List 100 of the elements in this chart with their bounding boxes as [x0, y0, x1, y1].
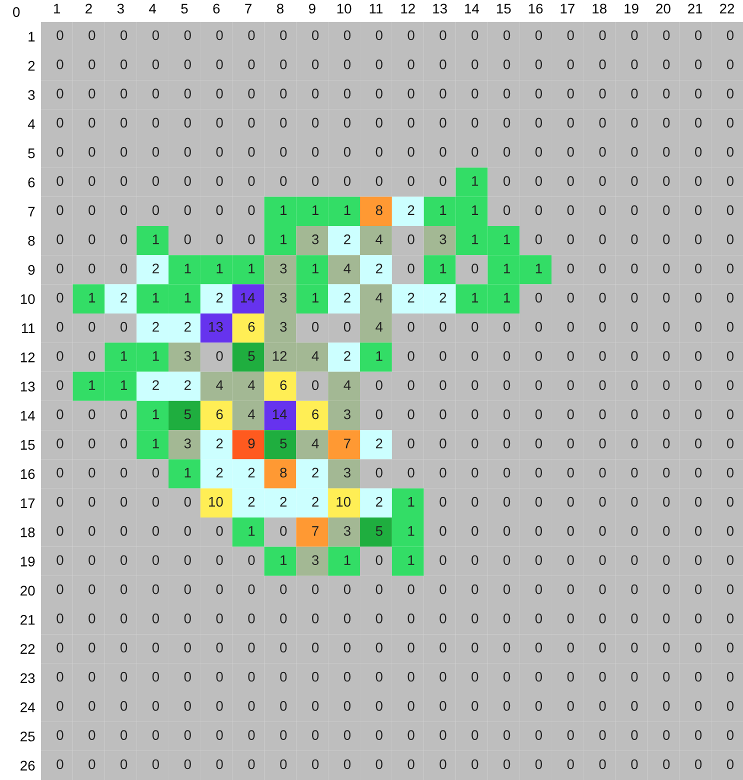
data-label: 1 [472, 205, 478, 215]
data-label: 0 [56, 205, 64, 216]
x-tick-label: 14 [465, 4, 480, 14]
data-label: 0 [726, 59, 734, 70]
data-label: 0 [503, 30, 510, 40]
data-label: 5 [376, 526, 382, 536]
data-label: 1 [216, 264, 223, 274]
data-label: 0 [599, 409, 606, 420]
data-label: 10 [336, 496, 351, 507]
data-label: 0 [599, 88, 606, 98]
x-tick-label: 3 [117, 4, 124, 14]
data-label: 0 [631, 88, 638, 98]
data-label: 0 [248, 176, 255, 186]
data-label: 0 [694, 409, 702, 420]
data-label: 0 [376, 584, 382, 594]
data-label: 0 [599, 614, 606, 624]
data-label: 0 [535, 700, 542, 711]
data-label: 0 [216, 205, 223, 216]
data-label: 0 [120, 409, 128, 420]
data-label: 0 [56, 496, 64, 507]
data-label: 0 [88, 322, 96, 332]
data-label: 0 [503, 118, 510, 128]
data-label: 1 [121, 351, 127, 361]
data-label: 0 [440, 438, 446, 448]
data-label: 0 [280, 176, 287, 186]
y-tick-label: 15 [20, 440, 35, 450]
data-label: 0 [440, 176, 446, 186]
y-tick-label: 13 [20, 382, 35, 392]
data-label: 0 [440, 759, 446, 770]
data-label: 0 [152, 205, 160, 216]
data-label: 0 [376, 642, 382, 653]
data-label: 0 [152, 496, 160, 507]
data-label: 0 [120, 118, 128, 128]
data-label: 0 [152, 759, 160, 770]
data-label: 0 [663, 292, 670, 303]
data-label: 0 [312, 146, 319, 157]
y-tick-label: 2 [28, 60, 35, 71]
data-label: 0 [472, 59, 478, 70]
data-label: 0 [56, 234, 64, 244]
data-label: 0 [694, 526, 702, 536]
data-label: 0 [663, 614, 670, 624]
data-label: 0 [120, 700, 128, 711]
data-label: 3 [184, 351, 191, 361]
data-label: 0 [599, 496, 606, 507]
data-label: 0 [280, 700, 287, 711]
data-label: 1 [472, 292, 478, 302]
data-label: 0 [535, 205, 542, 216]
data-label: 0 [726, 146, 734, 157]
data-label: 0 [88, 759, 96, 770]
data-label: 0 [216, 555, 223, 566]
x-tick-label: 15 [496, 4, 511, 14]
data-label: 0 [376, 59, 382, 70]
data-label: 0 [726, 351, 734, 361]
data-label: 0 [376, 176, 382, 186]
x-tick-label: 12 [401, 4, 415, 14]
data-label: 1 [344, 555, 350, 565]
data-label: 1 [184, 292, 191, 302]
data-label: 2 [184, 322, 191, 332]
data-label: 0 [408, 264, 414, 274]
data-label: 14 [240, 292, 255, 302]
data-label: 0 [567, 642, 574, 653]
data-label: 0 [599, 700, 606, 711]
data-label: 0 [599, 205, 606, 216]
data-label: 0 [694, 146, 702, 157]
data-label: 0 [503, 322, 510, 332]
data-label: 2 [248, 468, 255, 478]
data-label: 0 [152, 118, 160, 128]
x-tick-label: 2 [86, 4, 92, 14]
data-label: 0 [440, 672, 446, 682]
data-label: 0 [726, 700, 734, 711]
data-label: 0 [120, 672, 128, 682]
data-label: 0 [376, 380, 382, 390]
data-label: 0 [567, 438, 574, 448]
data-label: 0 [152, 642, 160, 653]
data-label: 0 [344, 59, 351, 70]
data-label: 6 [216, 409, 223, 420]
data-label: 0 [726, 642, 734, 653]
data-label: 0 [376, 672, 382, 682]
data-label: 0 [88, 409, 96, 420]
data-label: 0 [312, 88, 319, 98]
data-label: 0 [663, 205, 670, 216]
data-label: 12 [272, 351, 287, 361]
y-tick-label: 8 [28, 236, 35, 246]
data-label: 0 [344, 672, 351, 682]
data-label: 0 [599, 555, 606, 566]
data-label: 0 [184, 234, 191, 244]
data-label: 0 [694, 292, 702, 303]
data-label: 0 [663, 496, 670, 507]
data-label: 0 [567, 468, 574, 478]
y-tick-label: 7 [28, 206, 35, 216]
data-label: 0 [535, 584, 542, 594]
data-label: 0 [152, 700, 160, 711]
data-label: 0 [376, 468, 382, 478]
data-label: 0 [503, 409, 510, 420]
data-label: 0 [152, 672, 160, 682]
data-label: 3 [280, 292, 287, 303]
data-label: 0 [216, 730, 223, 740]
data-label: 0 [567, 700, 574, 711]
data-label: 9 [248, 438, 255, 448]
data-label: 0 [567, 30, 574, 40]
